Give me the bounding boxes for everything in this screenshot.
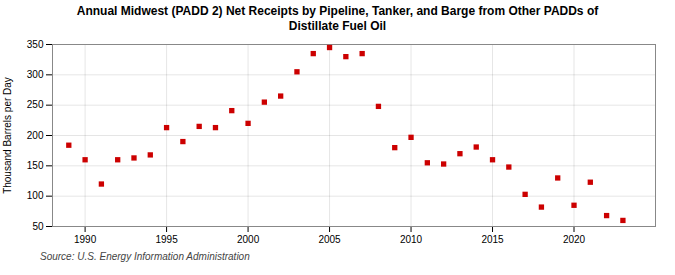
- svg-text:50: 50: [32, 221, 44, 232]
- svg-text:100: 100: [27, 190, 44, 201]
- svg-text:2015: 2015: [481, 234, 504, 245]
- svg-text:2020: 2020: [563, 234, 586, 245]
- svg-text:2005: 2005: [318, 234, 341, 245]
- svg-text:300: 300: [27, 69, 44, 80]
- html-text:Source: U.S. Energy Informatio: Source: U.S. Energy Information Administ…: [40, 251, 250, 262]
- svg-text:2010: 2010: [400, 234, 423, 245]
- svg-text:250: 250: [27, 99, 44, 110]
- svg-text:1990: 1990: [74, 234, 97, 245]
- html-text:Distillate Fuel Oil: Distillate Fuel Oil: [288, 19, 387, 33]
- svg-text:350: 350: [27, 39, 44, 50]
- svg-text:150: 150: [27, 160, 44, 171]
- html-text:Annual Midwest (PADD 2) Net Re: Annual Midwest (PADD 2) Net Receipts by …: [76, 4, 599, 18]
- svg-text:1995: 1995: [155, 234, 178, 245]
- svg-text:Thousand Barrels per Day: Thousand Barrels per Day: [2, 77, 13, 194]
- svg-text:2000: 2000: [237, 234, 260, 245]
- svg-text:200: 200: [27, 130, 44, 141]
